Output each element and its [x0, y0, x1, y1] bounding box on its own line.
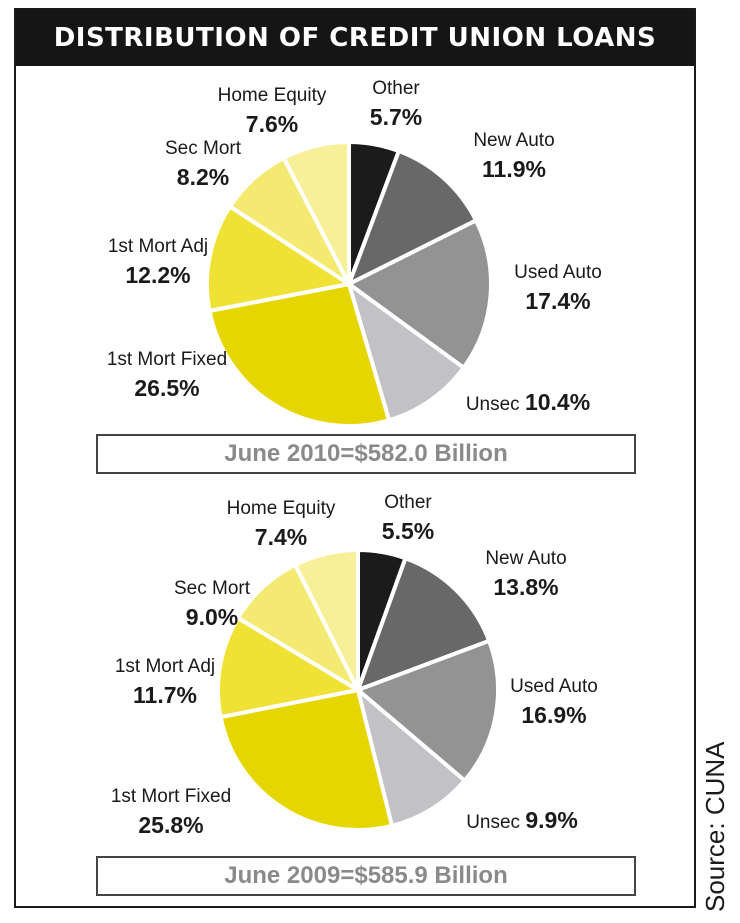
pie-slice-used-auto [356, 638, 500, 783]
slice-name-sec-mort: Sec Mort [165, 138, 242, 159]
slice-value-1st-mort-fixed: 25.8% [138, 812, 203, 838]
slice-value-1st-mort-adj: 12.2% [125, 262, 190, 288]
pie-chart-2010: Other 5.7% New Auto 11.9% Used Auto 17.4% Unse… [107, 78, 602, 428]
slice-value-new-auto: 13.8% [493, 574, 558, 600]
slice-value: 10.4% [525, 389, 590, 415]
slice-name-home-equity: Home Equity [227, 498, 336, 519]
slice-value-1st-mort-fixed: 26.5% [134, 375, 199, 401]
slice-label-unsec: Unsec 9.9% [466, 807, 578, 833]
chart-title: DISTRIBUTION OF CREDIT UNION LOANS [16, 10, 694, 66]
pie-chart-2009: Other 5.5% New Auto 13.8% Used Auto 16.9% Unse… [111, 492, 598, 838]
slice-name-home-equity: Home Equity [218, 85, 327, 106]
total-2009: June 2009=$585.9 Billion [96, 856, 636, 896]
pie-slice-new-auto [356, 556, 492, 692]
pie-slice-1st-mort-fixed [207, 282, 392, 428]
pie-slice-new-auto [347, 149, 478, 286]
slice-name-1st-mort-adj: 1st Mort Adj [115, 656, 215, 677]
slice-value-other: 5.7% [370, 104, 422, 130]
pie-slice-1st-mort-adj [205, 204, 351, 313]
source-note: Source: CUNA [700, 741, 730, 913]
slice-value-sec-mort: 9.0% [186, 604, 238, 630]
slice-name: Unsec [466, 812, 525, 833]
infographic-frame: DISTRIBUTION OF CREDIT UNION LOANS Other… [14, 8, 696, 908]
total-2010: June 2010=$582.0 Billion [96, 434, 636, 474]
slice-value-other: 5.5% [382, 518, 434, 544]
slice-value: 9.9% [525, 807, 577, 833]
pie-slice-1st-mort-adj [216, 615, 360, 720]
slice-name-1st-mort-fixed: 1st Mort Fixed [111, 786, 231, 807]
slice-name-1st-mort-fixed: 1st Mort Fixed [107, 349, 227, 370]
pie-slice-home-equity [281, 140, 351, 286]
slice-label-unsec: Unsec 10.4% [466, 389, 590, 415]
pie-slice-unsec [347, 282, 466, 423]
slice-name-new-auto: New Auto [473, 130, 554, 151]
slice-name-other: Other [384, 492, 432, 513]
slice-value-home-equity: 7.4% [255, 524, 307, 550]
slice-name-sec-mort: Sec Mort [174, 578, 251, 599]
slice-name-new-auto: New Auto [485, 548, 566, 569]
slice-value-used-auto: 16.9% [521, 702, 586, 728]
slice-value-home-equity: 7.6% [246, 111, 298, 137]
slice-name-1st-mort-adj: 1st Mort Adj [108, 236, 208, 257]
slice-name-used-auto: Used Auto [514, 262, 602, 283]
slice-value-used-auto: 17.4% [525, 288, 590, 314]
slice-value-sec-mort: 8.2% [177, 164, 229, 190]
pie-slice-home-equity [293, 548, 360, 692]
slice-value-1st-mort-adj: 11.7% [133, 682, 197, 708]
slice-name-other: Other [372, 78, 420, 99]
pie-slice-1st-mort-fixed [218, 688, 394, 832]
slice-name-used-auto: Used Auto [510, 676, 598, 697]
slice-value-new-auto: 11.9% [482, 156, 546, 182]
pie-slice-used-auto [347, 218, 493, 370]
slice-name: Unsec [466, 394, 525, 415]
